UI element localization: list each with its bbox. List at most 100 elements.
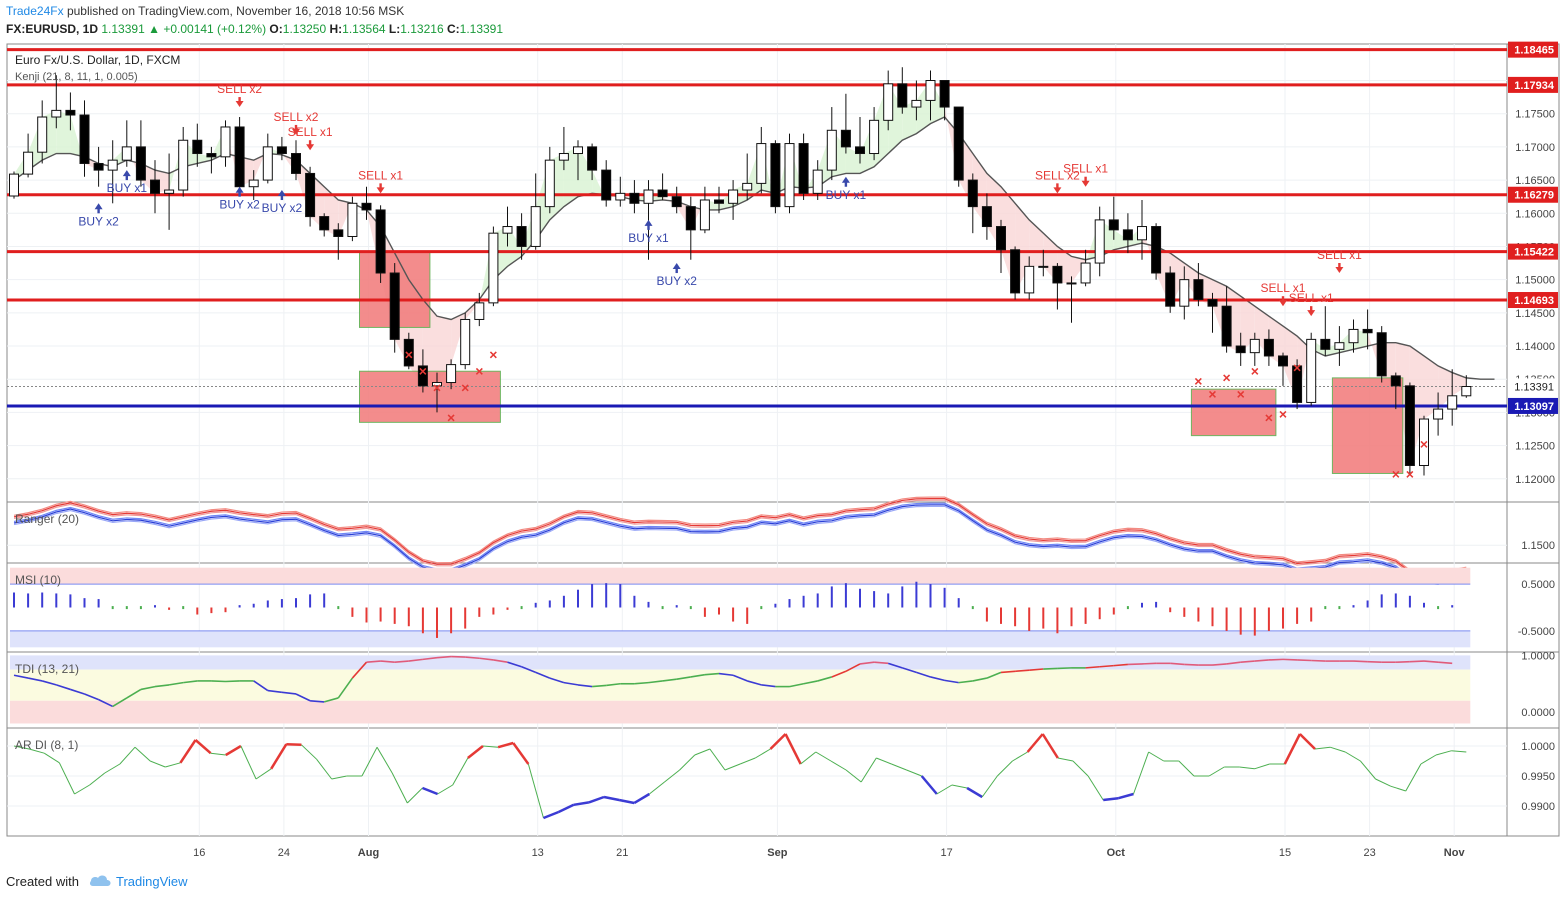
tdi-mid-band [10,669,1471,701]
tdi-line-segment [1311,659,1326,662]
sell-arrow-icon [1081,180,1090,187]
candle-body [1362,328,1373,334]
symbol-header: FX:EURUSD, 1D 1.13391 ▲ +0.00141 (+0.12%… [6,22,503,36]
candle-body [812,169,823,194]
y-tick-label: 1.12000 [1515,474,1555,486]
msi-bar [69,594,72,608]
x-tick-label: Nov [1444,847,1466,859]
candle-body [37,116,48,153]
buy-signal-label: BUY x2 [219,198,260,212]
y-tick-label: 0.9950 [1521,771,1555,783]
tdi-line-segment [535,671,551,679]
msi-bar [1141,602,1143,608]
candle-body [1447,395,1458,410]
candle-body [601,169,612,201]
sell-signal-label: SELL x2 [1035,168,1080,182]
price-change: +0.00141 (+0.12%) [163,22,267,36]
tdi-line-segment [563,681,579,686]
tradingview-link[interactable]: TradingView [116,874,188,889]
ardi-line-segment [437,784,453,795]
tdi-line-segment [451,655,466,658]
buy-arrow-stem [280,195,284,201]
sell-arrow-stem [238,97,241,103]
candle-body [1249,338,1260,354]
high-value: 1.13564 [342,22,386,36]
x-tick-label: 15 [1279,847,1291,859]
msi-bar [816,593,819,608]
cloud-fill [507,226,522,267]
msi-bar [985,607,988,622]
candle-body [615,192,626,201]
candle-body [1052,265,1063,284]
msi-bar [971,606,974,610]
msi-bar [929,584,932,608]
tdi-line-segment [902,667,917,674]
exit-x-mark: × [1237,386,1245,402]
ardi-line-segment [58,762,75,795]
up-triangle-icon: ▲ [148,22,160,36]
candle-body [1080,262,1091,284]
tdi-line-segment [1085,665,1100,669]
candle-body [446,364,457,384]
exit-x-mark: × [1392,466,1400,482]
msi-bar [309,594,312,608]
sell-arrow-stem [1084,176,1087,182]
signal-zone-box [1190,388,1277,437]
tdi-line-segment [1127,663,1143,666]
exit-x-mark: × [489,346,497,362]
tdi-line-segment [1438,661,1453,665]
sell-signal-label: SELL x1 [1261,281,1306,295]
tdi-line-segment [267,689,282,694]
level-label: 1.15422 [1514,247,1554,259]
candle-body [1306,338,1317,403]
candle-body [1151,226,1162,274]
sell-arrow-icon [306,144,315,151]
candle-body [756,143,767,184]
ardi-line-segment [1239,766,1255,770]
ardi-line-segment [421,786,439,796]
level-label: 1.14693 [1514,295,1554,307]
tdi-line-segment [408,658,423,662]
candle-body [530,206,541,247]
candle-body [361,202,372,211]
tdi-line-segment [803,680,818,685]
msi-bar [1338,606,1341,610]
ardi-line-segment [1345,751,1361,762]
tdi-line-segment [323,697,339,703]
level-label: 1.13097 [1514,401,1554,413]
tdi-line-segment [874,661,889,665]
tdi-line-segment [98,698,114,708]
tdi-line-segment [465,656,480,660]
tdi-line-segment [422,656,438,661]
sell-arrow-stem [1310,306,1313,312]
candle-body [375,209,386,274]
cloud-fill [944,107,959,181]
msi-bar [478,607,481,617]
sell-arrow-stem [1338,263,1341,268]
ardi-line-segment [331,775,347,780]
tdi-line-segment [718,672,734,677]
candle-body [714,199,724,204]
y-tick-label: 1.14500 [1515,308,1555,320]
candle-body [1165,272,1176,307]
tdi-line-segment [225,680,240,683]
tdi-line-segment [761,684,776,688]
msi-bar [379,607,382,622]
ranger-upper-band [13,498,1467,578]
ardi-line-segment [920,775,938,795]
ardi-line-segment [1208,766,1225,777]
msi-bar [323,593,326,608]
cloud-fill [253,146,268,181]
chart-area[interactable]: 1624Aug1321Sep17Oct1523Nov12201.120001.1… [0,0,1565,870]
msi-bar [647,601,650,608]
publisher-name[interactable]: Trade24Fx [6,4,64,18]
ardi-line-segment [1375,778,1391,787]
candle-body [262,146,273,181]
ardi-line-segment [755,748,771,759]
msi-bar [1380,594,1383,608]
msi-bar [844,583,847,608]
buy-arrow-stem [675,268,678,274]
msi-bar [732,607,735,622]
msi-bar [125,606,128,610]
level-label: 1.16279 [1514,190,1554,202]
